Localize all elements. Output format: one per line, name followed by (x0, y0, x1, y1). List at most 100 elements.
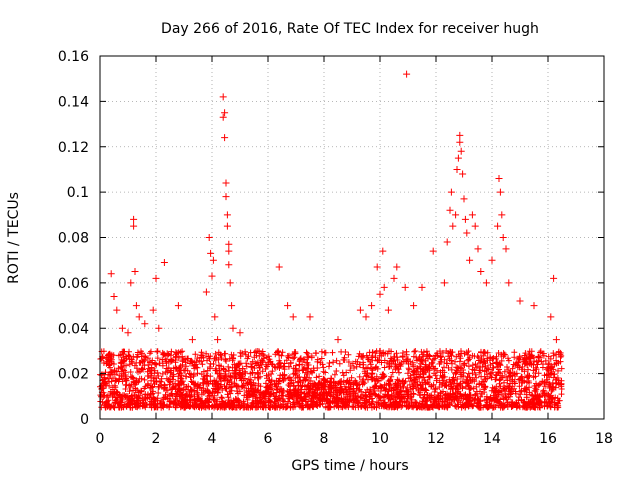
data-point (209, 256, 217, 264)
data-point (456, 131, 464, 139)
data-point (219, 93, 227, 101)
y-tick-label: 0.04 (58, 321, 89, 337)
data-point (118, 324, 126, 332)
x-tick-label: 10 (371, 431, 389, 447)
y-tick-label: 0.02 (58, 367, 89, 383)
data-point (379, 247, 387, 255)
data-point (373, 263, 381, 271)
data-point (463, 229, 471, 237)
data-points (104, 70, 560, 359)
data-point (499, 234, 507, 241)
data-point (471, 222, 479, 230)
data-point (547, 313, 555, 321)
data-point (393, 263, 401, 271)
data-point (550, 274, 558, 282)
data-point (477, 268, 485, 276)
data-point (498, 211, 506, 219)
x-tick-label: 2 (152, 431, 161, 447)
data-point (225, 247, 233, 255)
data-point (306, 313, 314, 321)
data-point (362, 313, 370, 321)
data-point (401, 283, 409, 291)
data-point (552, 336, 560, 344)
data-point (516, 297, 524, 305)
data-point (457, 147, 465, 155)
data-point (155, 324, 163, 332)
data-point (221, 134, 229, 142)
data-point (446, 206, 454, 214)
data-point (488, 256, 496, 264)
x-tick-label: 6 (264, 431, 273, 447)
data-point (174, 302, 182, 310)
data-point (449, 222, 457, 230)
data-point (368, 302, 376, 310)
data-point (482, 279, 490, 287)
data-point (225, 261, 233, 269)
data-point (474, 245, 482, 253)
x-tick-label: 14 (483, 431, 501, 447)
data-point (225, 240, 233, 248)
data-point (380, 283, 388, 291)
data-point (208, 272, 216, 280)
x-tick-label: 8 (320, 431, 329, 447)
data-point (505, 279, 513, 287)
data-point (429, 247, 437, 255)
data-point (221, 109, 229, 117)
data-point (456, 138, 464, 146)
data-point (226, 279, 234, 287)
data-point (466, 256, 474, 264)
data-point (211, 313, 219, 321)
grid-lines (100, 56, 604, 419)
data-point (334, 336, 342, 344)
data-point (202, 288, 210, 296)
data-point (443, 238, 451, 246)
data-point (275, 263, 283, 271)
data-point (188, 336, 196, 344)
x-axis-label: GPS time / hours (291, 458, 408, 474)
data-point (376, 290, 384, 298)
data-point (403, 70, 411, 78)
y-tick-label: 0.1 (67, 185, 89, 201)
data-point (530, 302, 538, 310)
data-point (229, 324, 237, 332)
data-point (468, 211, 476, 219)
data-point (132, 302, 140, 310)
y-tick-label: 0.06 (58, 276, 89, 292)
data-point (205, 234, 213, 241)
data-point (223, 211, 231, 219)
x-tick-label: 12 (427, 431, 445, 447)
data-point (130, 222, 138, 230)
data-point (124, 329, 132, 337)
x-tick-label: 16 (539, 431, 557, 447)
data-point (384, 306, 392, 314)
data-point (130, 215, 138, 223)
data-point (284, 302, 292, 310)
y-axis-label: ROTI / TECUs (6, 192, 22, 284)
data-point (160, 258, 168, 266)
y-tick-label: 0 (80, 412, 89, 428)
data-point (289, 313, 297, 321)
y-tick-label: 0.12 (58, 140, 89, 156)
x-tick-label: 0 (96, 431, 105, 447)
data-point (110, 292, 118, 300)
x-tick-label: 4 (208, 431, 217, 447)
data-point (152, 274, 160, 282)
data-point (223, 222, 231, 230)
axis-ticks: 0 2 4 6 8 10 12 14 16 18 0 0.02 0.04 0.06 0.08 0.1 0.12 0… (58, 49, 613, 447)
chart-title: Day 266 of 2016, Rate Of TEC Index for r… (161, 21, 539, 37)
y-tick-label: 0.08 (58, 231, 89, 247)
data-point (222, 193, 230, 201)
y-tick-label: 0.16 (58, 49, 89, 65)
data-point (440, 279, 448, 287)
dense-point-cloud (97, 347, 565, 411)
data-point (141, 320, 149, 328)
data-point (494, 222, 502, 230)
data-point (452, 211, 460, 219)
data-point (107, 270, 115, 278)
data-point (222, 179, 230, 187)
data-point (459, 170, 467, 178)
data-point (502, 245, 510, 253)
data-point (461, 215, 469, 223)
x-tick-label: 18 (595, 431, 613, 447)
